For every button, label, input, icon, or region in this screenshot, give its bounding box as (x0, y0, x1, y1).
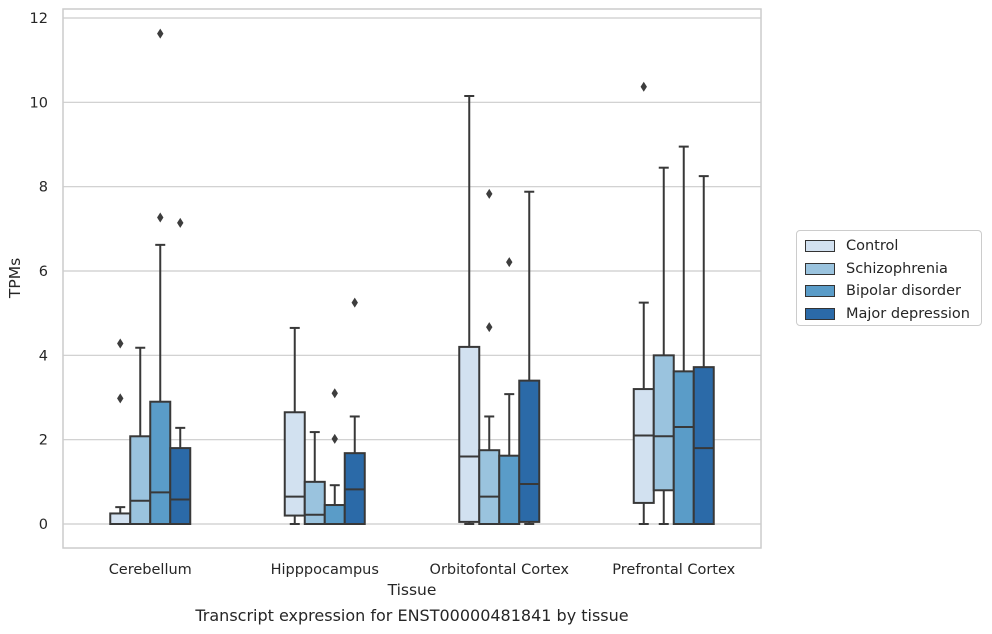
box-control (458, 95, 481, 525)
y-tick-label: 8 (39, 180, 48, 196)
x-tick-label: Orbitofontal Cortex (430, 562, 570, 578)
box-iqr (109, 512, 132, 525)
box-major-depression (518, 190, 541, 525)
legend: Control Schizophrenia Bipolar disorder Majo… (796, 230, 982, 326)
box-schizophrenia (478, 188, 501, 526)
y-axis-label: TPMs (6, 258, 24, 299)
box-iqr (149, 400, 172, 526)
box-schizophrenia (303, 431, 326, 526)
y-tick-labels: 0 2 4 6 8 10 12 (30, 11, 48, 533)
legend-item: Schizophrenia (805, 258, 973, 281)
box-iqr (692, 366, 715, 526)
outlier-point (640, 81, 647, 92)
legend-swatch (805, 262, 835, 275)
legend-swatch (805, 240, 835, 253)
figure-caption: Transcript expression for ENST0000048184… (195, 606, 629, 625)
outlier-point (177, 217, 184, 228)
box-iqr (672, 370, 695, 525)
legend-label: Control (846, 238, 899, 255)
outlier-point (157, 28, 164, 39)
box-bipolar-disorder (323, 388, 346, 525)
legend-label: Major depression (846, 305, 970, 322)
outlier-point (117, 393, 124, 404)
legend-item: Major depression (805, 303, 973, 326)
legend-swatch (805, 285, 835, 298)
outlier-point (331, 433, 338, 444)
outlier-point (157, 212, 164, 223)
box-control (109, 338, 132, 525)
box-schizophrenia (129, 346, 152, 525)
legend-label: Schizophrenia (846, 260, 948, 277)
x-tick-label: Hipppocampus (271, 562, 379, 578)
legend-swatch (805, 307, 835, 320)
outlier-point (506, 257, 513, 268)
x-tick-label: Prefrontal Cortex (612, 562, 735, 578)
box-control (632, 81, 655, 525)
box-iqr (478, 449, 501, 526)
y-tick-label: 12 (30, 11, 48, 27)
box-iqr (458, 345, 481, 523)
x-tick-labels: Cerebellum Hipppocampus Orbitofontal Corte… (109, 562, 736, 578)
box-iqr (498, 454, 521, 525)
box-bipolar-disorder (672, 145, 695, 525)
box-schizophrenia (652, 166, 675, 525)
y-tick-label: 6 (39, 264, 48, 280)
outlier-point (351, 297, 358, 308)
box-iqr (652, 354, 675, 492)
legend-item: Control (805, 235, 973, 258)
plot-frame (62, 8, 762, 549)
y-tick-label: 0 (39, 517, 48, 533)
box-iqr (518, 379, 541, 523)
y-tick-label: 10 (30, 95, 48, 111)
box-control (283, 326, 306, 525)
box-iqr (283, 411, 306, 517)
box-major-depression (343, 297, 366, 525)
outlier-point (486, 188, 493, 199)
box-iqr (169, 447, 192, 526)
box-iqr (323, 504, 346, 525)
box-bipolar-disorder (498, 257, 521, 525)
outlier-point (117, 338, 124, 349)
box-iqr (129, 435, 152, 525)
box-major-depression (692, 175, 715, 526)
box-iqr (303, 480, 326, 526)
box-iqr (632, 388, 655, 504)
x-axis-label: Tissue (387, 581, 437, 599)
outlier-point (331, 388, 338, 399)
legend-label: Bipolar disorder (846, 283, 961, 300)
box-major-depression (169, 217, 192, 526)
y-tick-label: 4 (39, 348, 48, 364)
boxes-layer (109, 28, 715, 526)
x-tick-label: Cerebellum (109, 562, 192, 578)
legend-item: Bipolar disorder (805, 280, 973, 303)
outlier-point (486, 322, 493, 333)
y-tick-label: 2 (39, 433, 48, 449)
